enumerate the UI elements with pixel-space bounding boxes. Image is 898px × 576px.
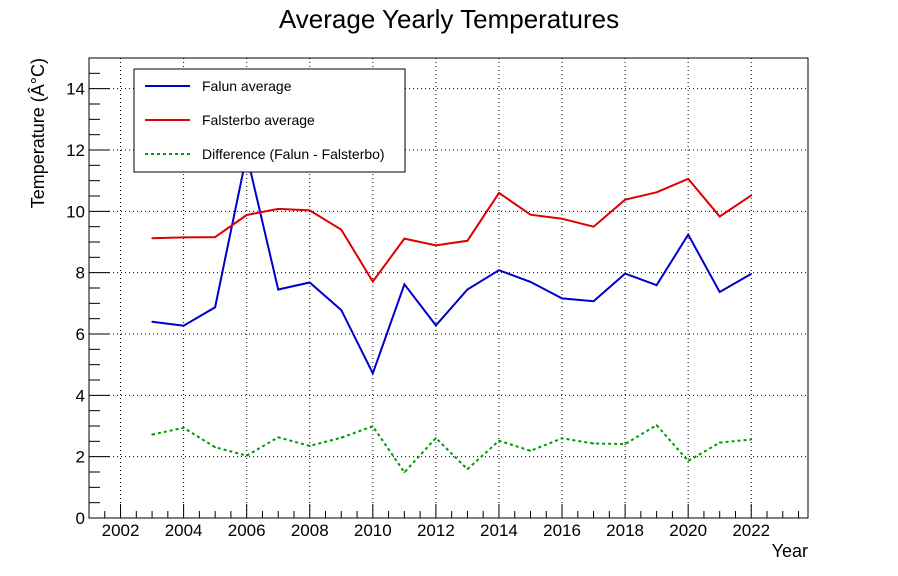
series-0-point bbox=[687, 233, 689, 236]
series-2-point bbox=[498, 439, 500, 442]
series-1-point bbox=[466, 240, 469, 242]
series-0-point bbox=[340, 309, 343, 311]
y-tick-label: 2 bbox=[76, 448, 85, 467]
series-0-point bbox=[718, 291, 721, 293]
series-2-point bbox=[435, 437, 437, 439]
x-tick-label: 2018 bbox=[606, 521, 644, 540]
series-0-point bbox=[466, 288, 469, 291]
y-tick-label: 8 bbox=[76, 264, 85, 283]
y-tick-label: 4 bbox=[76, 386, 85, 405]
series-0-point bbox=[277, 288, 280, 291]
x-tick-label: 2020 bbox=[669, 521, 707, 540]
x-axis-label: Year bbox=[772, 541, 808, 561]
y-tick-label: 0 bbox=[76, 509, 85, 528]
series-0-point bbox=[182, 324, 185, 327]
x-tick-label: 2006 bbox=[228, 521, 266, 540]
series-0-point bbox=[151, 320, 153, 323]
series-0-point bbox=[655, 284, 658, 287]
series-2-point bbox=[687, 460, 689, 462]
series-1-point bbox=[214, 236, 216, 238]
series-1-point bbox=[340, 228, 343, 231]
x-tick-label: 2022 bbox=[732, 521, 770, 540]
series-0-point bbox=[529, 281, 532, 283]
series-1-point bbox=[151, 237, 153, 240]
data-series bbox=[151, 153, 752, 474]
series-2-point bbox=[340, 436, 343, 439]
series-1-point bbox=[435, 244, 437, 247]
series-2-point bbox=[592, 442, 595, 445]
series-2-point bbox=[561, 437, 563, 440]
y-axis-tick-labels: 0 2 4 6 8 10 12 14 bbox=[66, 80, 85, 528]
series-1-point bbox=[655, 191, 658, 194]
series-1-point bbox=[592, 225, 595, 228]
series-2-point bbox=[624, 443, 626, 445]
series-2-point bbox=[151, 433, 153, 436]
x-tick-label: 2010 bbox=[354, 521, 392, 540]
series-2-point bbox=[655, 424, 658, 426]
x-tick-label: 2004 bbox=[165, 521, 203, 540]
series-2-point bbox=[403, 471, 406, 474]
x-axis-tick-labels: 2002 2004 2006 2008 2010 2012 2014 2016 2018 2020… bbox=[102, 521, 771, 540]
series-1-point bbox=[245, 214, 248, 216]
y-tick-label: 14 bbox=[66, 80, 85, 99]
series-1-point bbox=[750, 194, 752, 197]
x-tick-label: 2016 bbox=[543, 521, 581, 540]
legend-label-2: Difference (Falun - Falsterbo) bbox=[202, 146, 385, 162]
series-2-point bbox=[529, 450, 532, 452]
series-0-point bbox=[624, 272, 626, 275]
legend: Falun average Falsterbo average Difference… bbox=[133, 68, 406, 173]
series-line-1 bbox=[152, 177, 752, 284]
series-0-point bbox=[372, 372, 374, 375]
series-1-point bbox=[372, 280, 374, 283]
series-2-point bbox=[277, 436, 280, 439]
series-1-point bbox=[498, 192, 500, 194]
series-2-point bbox=[718, 441, 721, 444]
series-0-point bbox=[561, 297, 563, 300]
x-tick-label: 2012 bbox=[417, 521, 455, 540]
series-1-point bbox=[718, 215, 721, 218]
series-2-point bbox=[245, 454, 248, 457]
series-0-point bbox=[592, 300, 595, 303]
series-0-point bbox=[308, 281, 311, 284]
series-1-point bbox=[403, 237, 406, 240]
series-2-point bbox=[308, 445, 311, 447]
series-1-point bbox=[182, 236, 185, 239]
y-tick-label: 12 bbox=[66, 141, 85, 160]
series-line-2 bbox=[151, 423, 752, 474]
series-1-point bbox=[561, 217, 563, 220]
series-0-point bbox=[750, 273, 752, 275]
series-0-point bbox=[435, 324, 437, 327]
series-1-point bbox=[687, 178, 689, 180]
y-axis-label: Temperature (Â°C) bbox=[28, 58, 48, 208]
legend-label-0: Falun average bbox=[202, 78, 292, 94]
series-1-point bbox=[277, 208, 280, 210]
y-tick-label: 6 bbox=[76, 325, 85, 344]
series-1-point bbox=[308, 209, 311, 212]
series-1-point bbox=[529, 213, 532, 216]
x-tick-label: 2008 bbox=[291, 521, 329, 540]
series-line-0 bbox=[151, 154, 752, 376]
series-2-point bbox=[466, 468, 469, 471]
x-tick-label: 2014 bbox=[480, 521, 518, 540]
y-tick-label: 10 bbox=[66, 202, 85, 221]
series-0-point bbox=[214, 306, 216, 309]
axis-ticks bbox=[88, 57, 800, 519]
x-tick-label: 2002 bbox=[102, 521, 140, 540]
series-2-point bbox=[182, 427, 185, 429]
series-2-point bbox=[214, 446, 216, 449]
series-0-point bbox=[403, 283, 406, 286]
legend-label-1: Falsterbo average bbox=[202, 112, 315, 128]
series-2-point bbox=[372, 425, 374, 428]
series-1-point bbox=[624, 198, 626, 201]
series-2-point bbox=[750, 438, 752, 441]
series-0-point bbox=[498, 269, 500, 272]
chart-title: Average Yearly Temperatures bbox=[279, 4, 619, 34]
